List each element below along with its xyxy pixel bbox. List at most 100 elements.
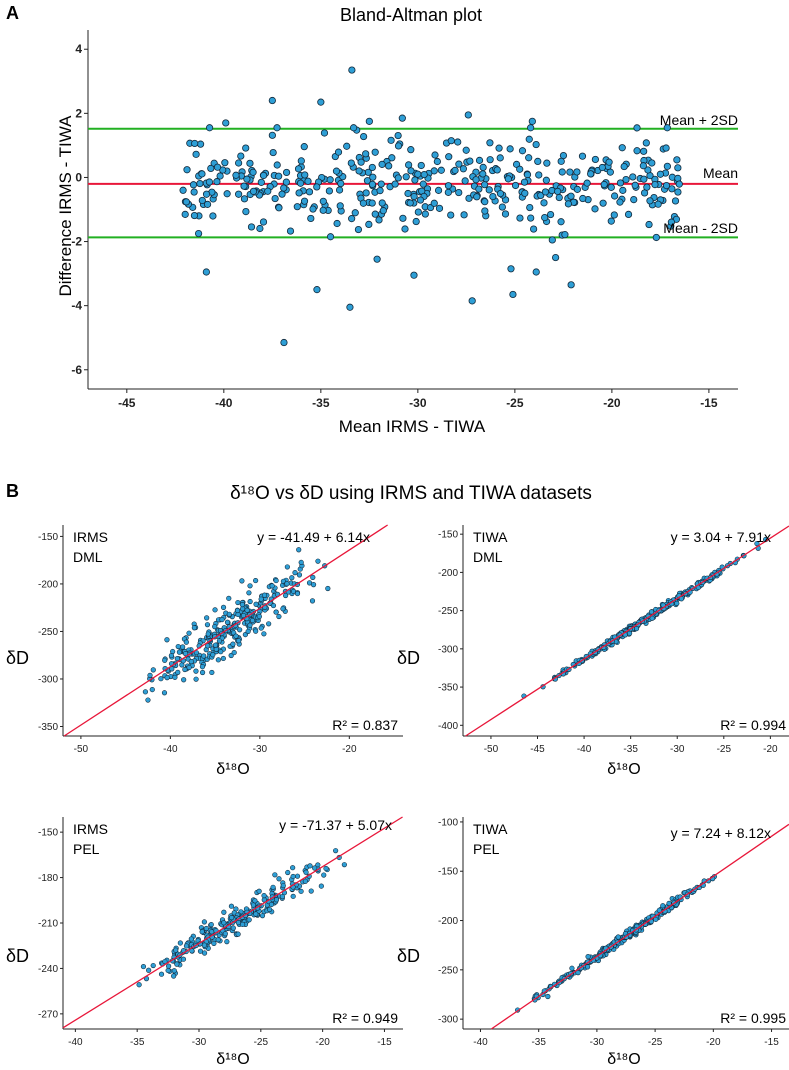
subplot-tiwa-dml-equation: y = 3.04 + 7.91x: [671, 529, 771, 545]
ba-data-point: [530, 225, 538, 233]
ba-data-point: [481, 181, 489, 189]
ba-data-point: [337, 179, 345, 188]
irms-pel-data-point: [303, 869, 309, 875]
irms-pel-data-point: [312, 865, 318, 871]
ba-data-point: [394, 131, 402, 140]
ba-data-point: [479, 163, 487, 172]
panel-b-label: B: [6, 481, 19, 501]
ba-data-point: [278, 190, 286, 198]
ba-data-point: [240, 195, 249, 203]
ba-data-point: [633, 147, 641, 155]
irms-dml-data-point: [294, 590, 301, 597]
ba-data-point: [506, 145, 514, 153]
irms-pel-data-point: [307, 863, 313, 869]
irms-dml-data-point: [298, 559, 304, 566]
ba-data-point: [526, 203, 534, 212]
irms-pel-data-point: [290, 865, 296, 871]
ba-data-point: [348, 66, 356, 74]
ba-data-point: [326, 233, 335, 241]
ba-data-point: [573, 168, 581, 176]
ba-data-point: [674, 164, 682, 172]
irms-pel-x-tick-label: -25: [254, 1037, 269, 1048]
ba-data-point: [275, 204, 283, 212]
ba-data-point: [611, 192, 619, 200]
irms-dml-y-tick-label: -200: [38, 579, 58, 590]
irms-dml-data-point: [199, 664, 206, 670]
irms-pel-data-point: [302, 878, 308, 884]
irms-dml-data-point: [150, 667, 156, 673]
ba-y-tick-label: -4: [71, 299, 82, 313]
ba-data-point: [334, 148, 343, 156]
subplot-irms-pel-site: PEL: [73, 841, 100, 857]
irms-dml-fit-line: [63, 524, 388, 737]
ba-data-point: [475, 156, 484, 164]
irms-pel-x-tick-label: -35: [130, 1037, 145, 1048]
ba-data-point: [203, 200, 212, 208]
subplot-tiwa-dml-site: DML: [473, 549, 503, 565]
ba-data-point: [280, 338, 288, 347]
irms-pel-data-point: [294, 873, 301, 879]
ba-data-point: [271, 194, 279, 203]
ba-data-point: [552, 253, 560, 262]
ba-data-point: [668, 185, 676, 193]
ba-data-point: [433, 157, 441, 166]
ba-data-point: [464, 111, 472, 119]
irms-pel-y-tick-label: -180: [38, 873, 58, 884]
ba-data-point: [607, 217, 615, 225]
irms-dml-data-point: [224, 619, 231, 625]
irms-pel-data-point: [150, 962, 156, 969]
irms-pel-data-point: [188, 936, 194, 942]
ba-data-point: [348, 215, 356, 223]
ba-data-point: [333, 219, 341, 228]
tiwa-pel-x-tick-label: -40: [473, 1037, 488, 1048]
ba-data-point: [301, 171, 309, 179]
irms-pel-data-point: [183, 943, 190, 949]
ba-data-point: [537, 191, 545, 200]
ba-data-point: [221, 159, 229, 167]
ba-data-point: [240, 182, 248, 190]
subplot-tiwa-pel-site: PEL: [473, 841, 500, 857]
ba-data-point: [190, 211, 199, 220]
ba-y-tick-label: 4: [75, 42, 82, 56]
ba-data-point: [455, 160, 463, 168]
ba-data-point: [546, 210, 555, 219]
subplot-tiwa-pel-xlabel: δ¹⁸O: [607, 1051, 640, 1068]
ba-data-point: [326, 176, 334, 184]
ba-data-point: [371, 210, 379, 218]
ba-data-point: [417, 161, 425, 170]
irms-pel-y-tick-label: -150: [38, 828, 58, 839]
ba-data-point: [407, 146, 415, 154]
ba-data-point: [507, 265, 515, 273]
irms-dml-data-point: [188, 658, 194, 665]
ba-data-point: [335, 186, 344, 194]
irms-dml-data-point: [162, 657, 168, 663]
ba-data-point: [181, 210, 189, 218]
ba-data-point: [444, 182, 453, 190]
ba-data-point: [269, 148, 277, 157]
irms-dml-data-point: [266, 621, 272, 627]
irms-dml-data-point: [233, 633, 239, 639]
tiwa-dml-y-tick-label: -200: [438, 568, 458, 579]
panel-a-label: A: [6, 3, 19, 23]
ba-data-point: [652, 233, 660, 242]
ba-data-point: [412, 217, 420, 226]
ba-data-point: [599, 199, 607, 207]
ba-data-point: [434, 186, 443, 194]
irms-dml-data-point: [310, 582, 317, 588]
ba-data-point: [368, 180, 377, 188]
ba-data-point: [196, 179, 204, 188]
ba-data-point: [363, 177, 372, 185]
ba-data-point: [610, 211, 618, 219]
irms-dml-data-point: [212, 642, 219, 648]
ba-data-point: [343, 142, 351, 150]
ba-data-point: [416, 196, 425, 204]
ba-data-point: [378, 160, 386, 168]
ba-data-point: [232, 171, 240, 179]
ba-data-point: [179, 186, 187, 194]
ba-data-point: [662, 144, 670, 152]
ba-data-point: [202, 268, 210, 276]
ba-data-point: [646, 197, 654, 205]
ba-data-point: [377, 180, 385, 188]
ba-data-point: [222, 119, 230, 127]
ba-data-point: [198, 170, 206, 178]
